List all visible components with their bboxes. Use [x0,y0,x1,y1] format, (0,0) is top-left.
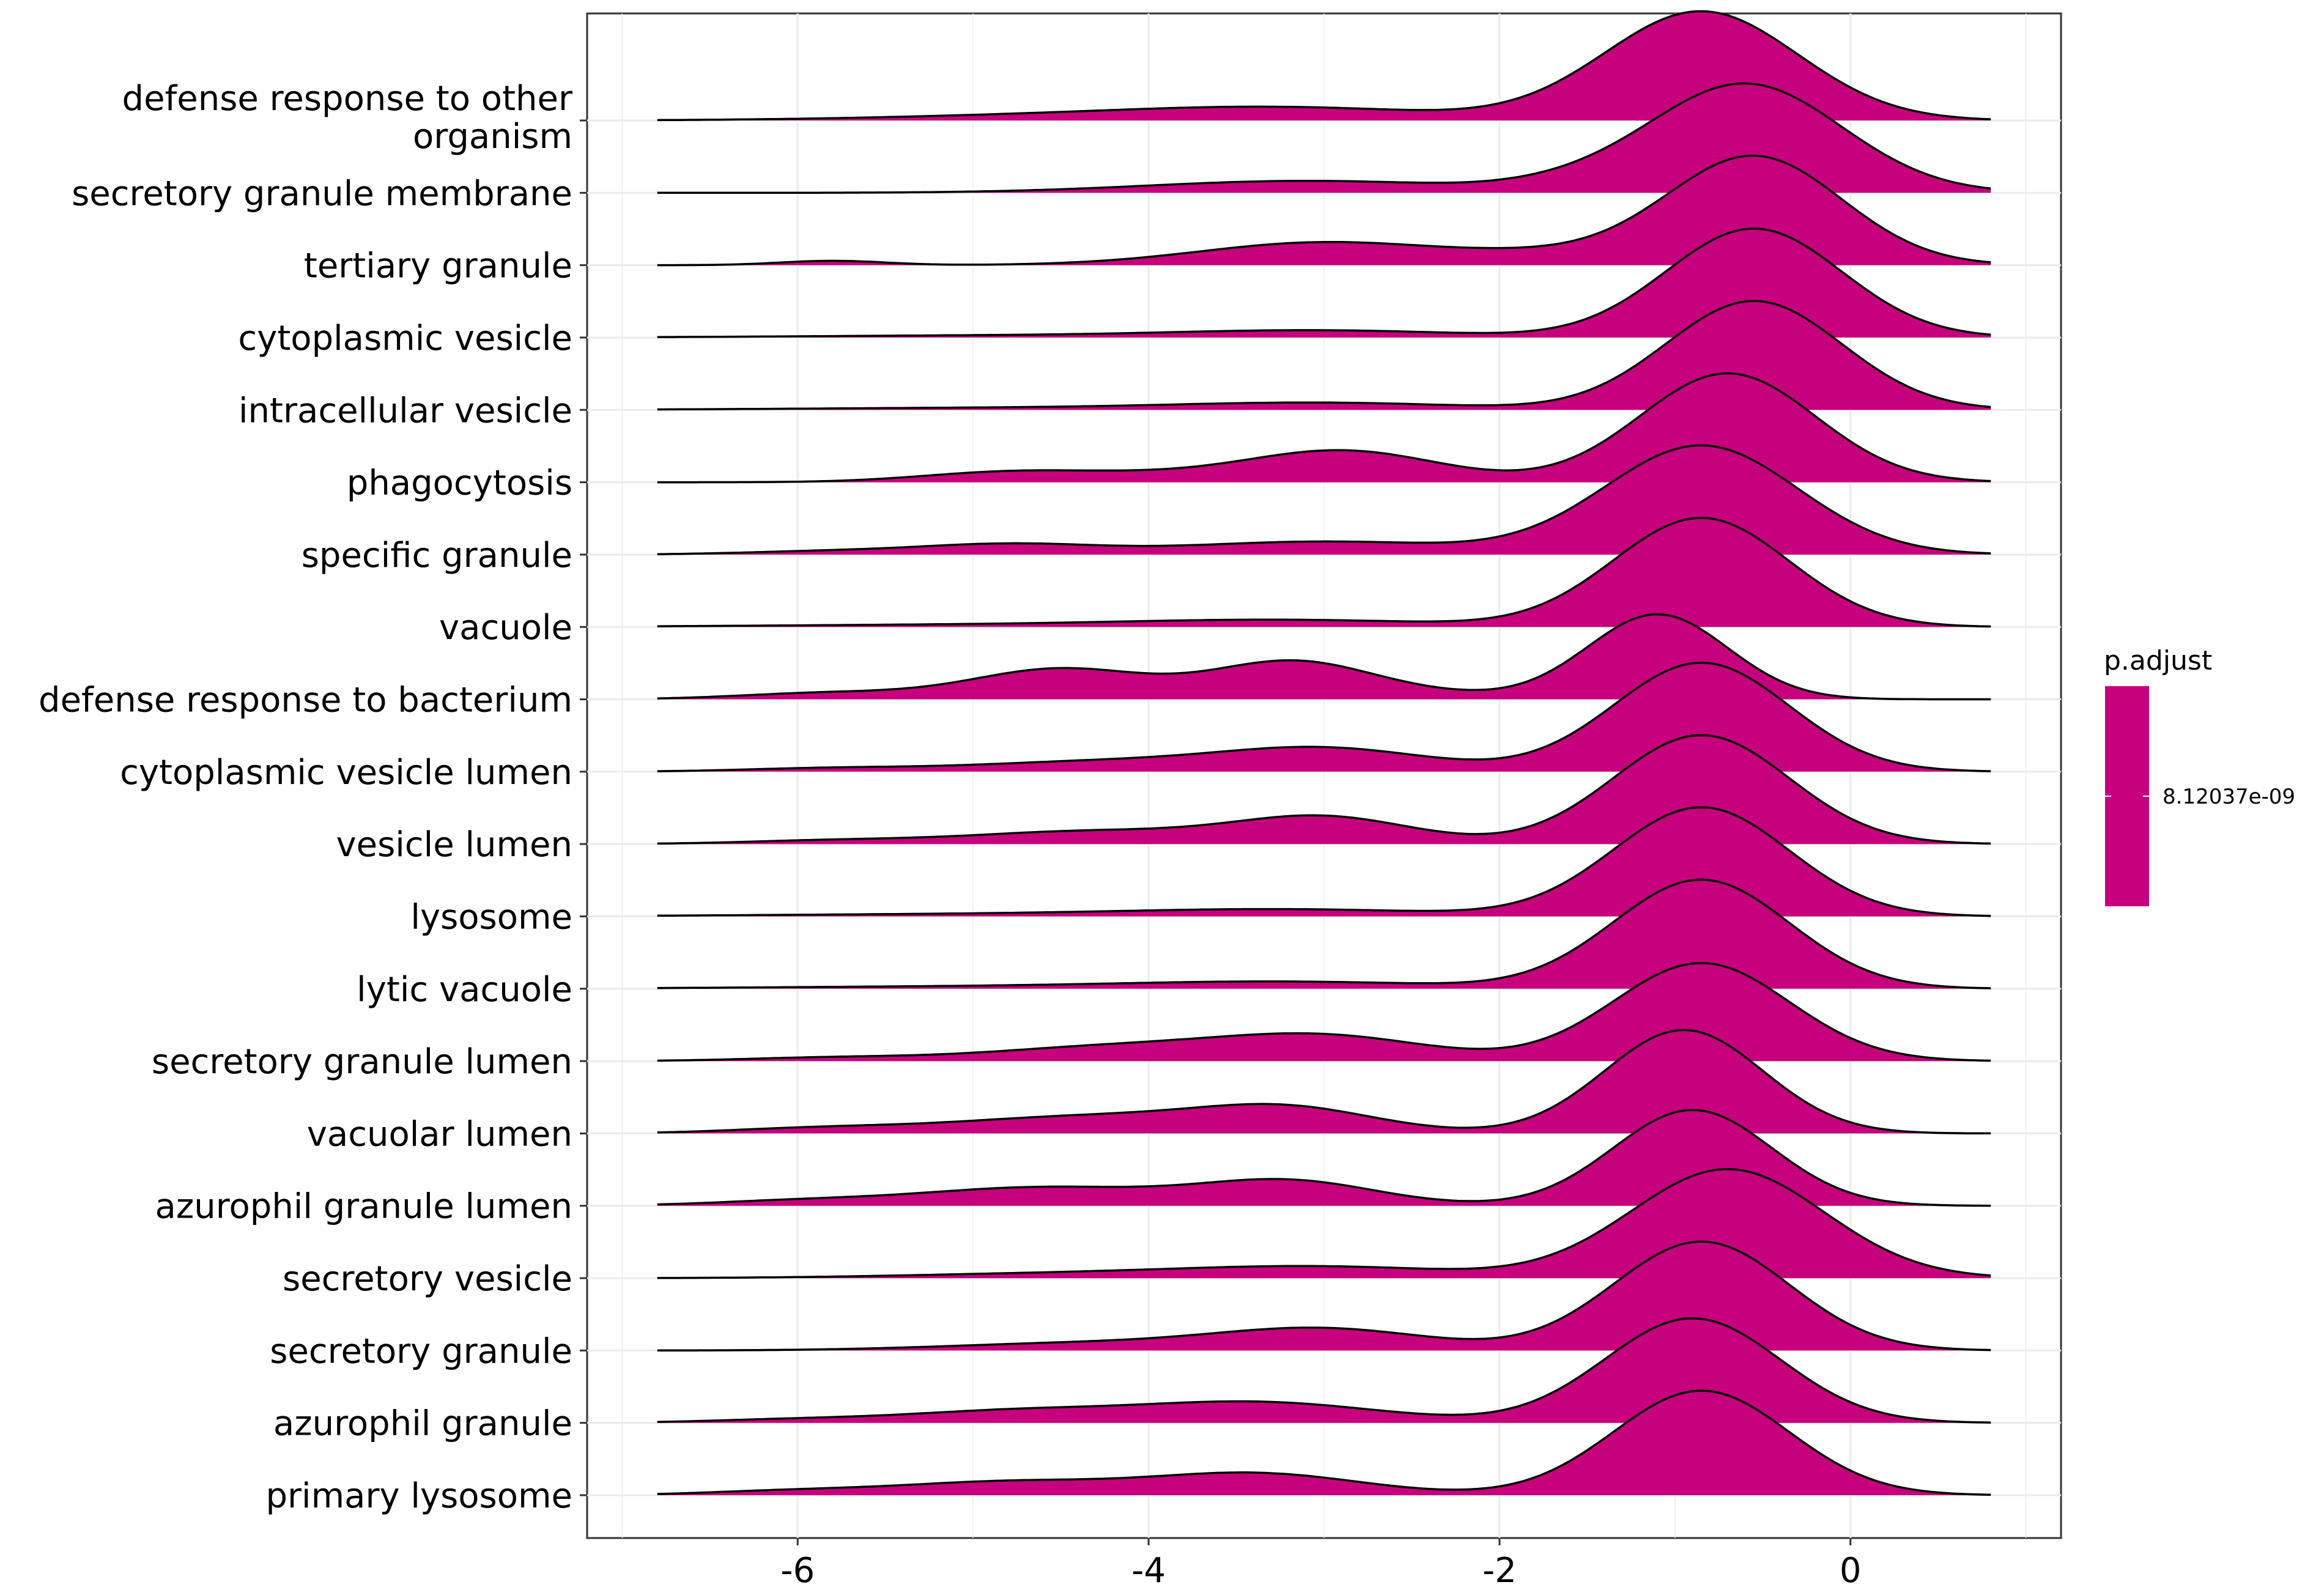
ridge-fill [657,735,1991,845]
ridge-outline [657,10,1991,122]
ridge-vesicle-lumen [657,734,1991,845]
y-tick-label: vacuolar lumen [307,1114,572,1154]
y-tick-label: vesicle lumen [336,825,572,865]
ridge-fill [657,662,1991,772]
ridge-fill [657,1110,1991,1206]
ridge-fill [657,1169,1991,1279]
ridge-outline [657,1168,1991,1279]
y-tick-label: cytoplasmic vesicle lumen [120,753,572,793]
y-tick-label: primary lysosome [265,1476,572,1516]
x-tick-label: -6 [780,1551,815,1590]
ridge-outline [657,1317,1991,1424]
ridge-fill [657,228,1991,338]
ridge-azurophil-granule-lumen [657,1109,1991,1207]
ridge-outline [657,1389,1991,1496]
ridge-primary-lysosome [657,1389,1991,1496]
ridge-secretory-granule [657,1240,1991,1352]
ridge-specific-granule [657,444,1991,555]
ridge-outline [657,613,1991,701]
ridge-fill [657,155,1991,265]
y-tick-label: secretory vesicle [283,1259,572,1299]
ridge-outline [657,962,1991,1062]
ridge-outline [657,878,1991,989]
y-tick-label: tertiary granule [304,246,572,286]
y-tick-label: defense response to other organism [122,79,573,157]
x-tick-label: 0 [1840,1551,1862,1590]
ridge-fill [657,445,1991,555]
legend-label: 8.12037e-09 [2163,785,2295,809]
ridge-fill [657,301,1991,410]
legend: p.adjust 8.12037e-09 [2104,645,2295,906]
ridge-outline [657,734,1991,845]
y-tick-label: secretory granule [270,1331,572,1371]
ridge-fill [657,1030,1991,1134]
x-tick-label: -4 [1131,1551,1166,1590]
y-tick-label: defense response to bacterium [39,681,572,720]
ridge-outline [657,662,1991,772]
ridge-intracellular-vesicle [657,300,1991,411]
ridge-outline [657,1029,1991,1135]
x-tick-label: -2 [1482,1551,1517,1590]
ridge-outline [657,82,1991,194]
y-tick-label: azurophil granule [273,1404,572,1444]
ridge-azurophil-granule [657,1317,1991,1424]
ridge-fill [657,83,1991,193]
ridge-fill [657,879,1991,989]
y-tick-label: lysosome [410,897,572,937]
ridge-outline [657,444,1991,555]
ridge-outline [657,300,1991,411]
legend-color-bar [2105,686,2149,906]
legend-title: p.adjust [2104,645,2212,676]
ridge-outline [657,1240,1991,1352]
ridge-outline [657,517,1991,628]
ridge-fill [657,807,1991,917]
ridge-vacuolar-lumen [657,1029,1991,1135]
ridge-outline [657,806,1991,917]
ridge-tertiary-granule [657,154,1991,267]
y-axis: defense response to other organism secreto… [39,79,587,1516]
ridge-fill [657,1318,1991,1423]
ridge-outline [657,227,1991,338]
ridge-fill [657,1241,1991,1351]
ridge-secretory-granule-membrane [657,82,1991,194]
y-tick-label: cytoplasmic vesicle [238,319,572,358]
ridge-fill [657,1391,1991,1495]
ridge-cytoplasmic-vesicle [657,227,1991,338]
y-tick-label: lytic vacuole [357,970,572,1010]
ridge-outline [657,1109,1991,1207]
x-axis: -6 -4 -2 0 [780,1538,1862,1590]
y-tick-label: phagocytosis [347,464,572,503]
y-tick-label: intracellular vesicle [239,391,572,431]
ridge-fill [657,11,1991,121]
ridge-vacuole [657,517,1991,628]
y-tick-label: azurophil granule lumen [155,1187,572,1227]
y-tick-label: secretory granule lumen [152,1042,572,1082]
ridge-lysosome [657,806,1991,917]
ridges [657,10,1991,1496]
ridge-cytoplasmic-vesicle-lumen [657,662,1991,772]
y-tick-label: secretory granule membrane [72,174,572,213]
ridge-lytic-vacuole [657,878,1991,989]
ridge-defense-response-to-other-organism [657,10,1991,122]
ridge-outline [657,154,1991,267]
y-tick-label: specific granule [302,536,572,575]
ridge-outline [657,372,1991,484]
ridge-secretory-vesicle [657,1168,1991,1279]
y-tick-label: vacuole [439,608,572,648]
ridge-fill [657,517,1991,627]
